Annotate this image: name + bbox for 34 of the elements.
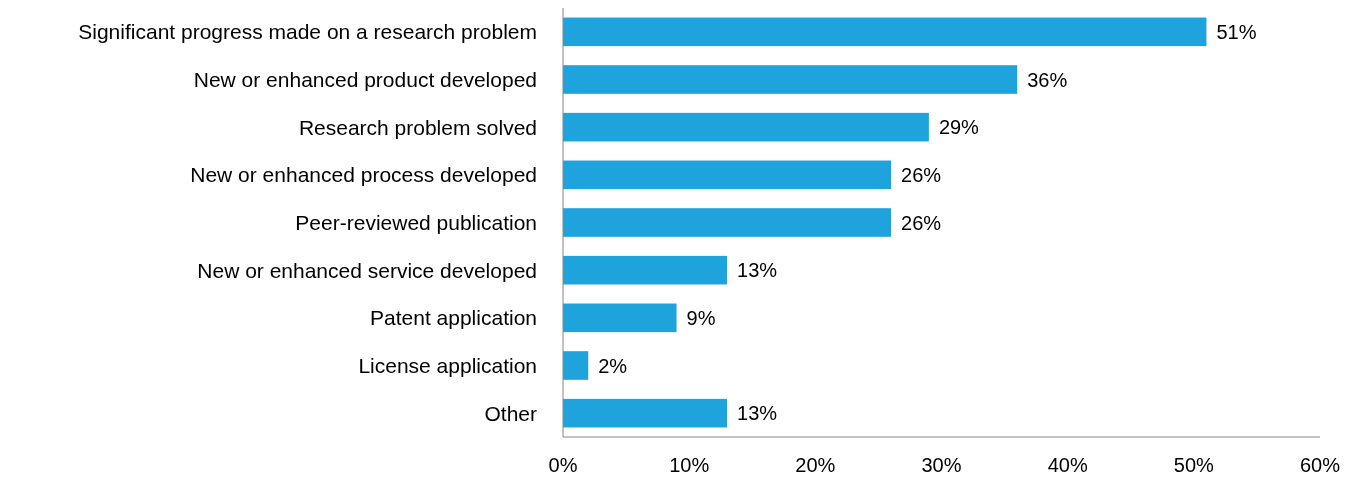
data-label: 26% [901, 163, 942, 186]
y-tick-label: License application [358, 353, 537, 377]
bar [563, 303, 677, 333]
y-tick-label: Peer-reviewed publication [295, 210, 537, 234]
y-tick-label: Patent application [370, 306, 537, 330]
bar [563, 17, 1207, 47]
y-tick-label: Significant progress made on a research problem [78, 20, 537, 44]
y-tick-label: Research problem solved [298, 115, 537, 139]
bar [563, 65, 1018, 94]
bar [563, 160, 892, 190]
x-tick-label: 0% [548, 454, 578, 476]
bar [563, 351, 589, 380]
y-tick-label: New or enhanced process developed [190, 163, 537, 187]
data-label: 13% [737, 259, 778, 282]
x-tick-label: 20% [795, 454, 836, 476]
data-label: 13% [737, 402, 778, 425]
data-label: 2% [598, 354, 628, 377]
x-tick-label: 60% [1299, 454, 1341, 476]
data-label: 26% [901, 211, 942, 234]
bar [563, 208, 892, 237]
data-label: 29% [938, 116, 980, 139]
x-tick-label: 30% [921, 454, 962, 476]
x-tick-label: 50% [1173, 454, 1215, 476]
data-label: 51% [1216, 20, 1257, 43]
bar [563, 398, 728, 428]
x-tick-label: 40% [1047, 454, 1088, 476]
y-tick-label: New or enhanced service developed [197, 258, 537, 282]
data-label: 9% [686, 306, 716, 329]
x-tick-label: 10% [669, 454, 710, 476]
y-tick-label: Other [484, 401, 537, 425]
bar [563, 255, 728, 285]
y-tick-label: New or enhanced product developed [193, 67, 537, 91]
data-label: 36% [1027, 68, 1068, 91]
bar [563, 112, 929, 142]
